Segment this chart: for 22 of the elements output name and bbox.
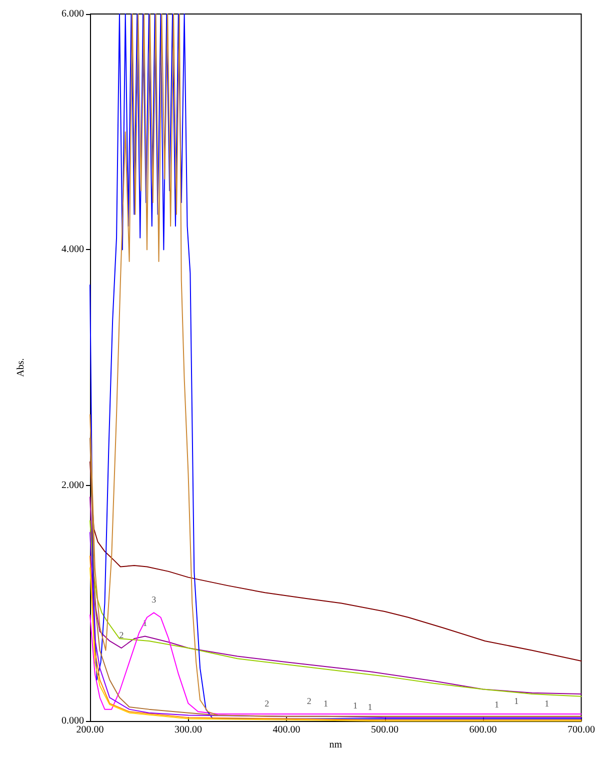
- y-tick-label: 4.000: [62, 244, 84, 256]
- annotation: 2: [119, 630, 124, 640]
- annotation: 1: [494, 700, 500, 710]
- x-tick-label: 500.00: [371, 724, 398, 736]
- annotation: 1: [324, 698, 328, 708]
- y-tick-label: 6.000: [62, 8, 84, 20]
- x-tick-label: 700.00: [568, 724, 595, 736]
- x-tick-label: 300.00: [174, 724, 202, 736]
- x-tick-label: 200.00: [76, 724, 104, 736]
- y-tick-label: 2.000: [62, 480, 84, 491]
- y-axis-title: Abs.: [16, 358, 26, 377]
- annotation: 2: [306, 696, 312, 706]
- annotation: 1: [544, 698, 550, 708]
- x-tick-label: 400.00: [272, 724, 300, 736]
- annotation: 1: [353, 700, 358, 711]
- y-tick-label: 0.000: [62, 716, 84, 727]
- annotation: 1: [514, 696, 519, 706]
- x-axis-title: nm: [329, 740, 342, 750]
- annotation: 1: [368, 702, 372, 712]
- annotation: 3: [152, 594, 157, 605]
- x-tick-label: 600.00: [469, 724, 497, 736]
- annotation: 2: [264, 698, 270, 708]
